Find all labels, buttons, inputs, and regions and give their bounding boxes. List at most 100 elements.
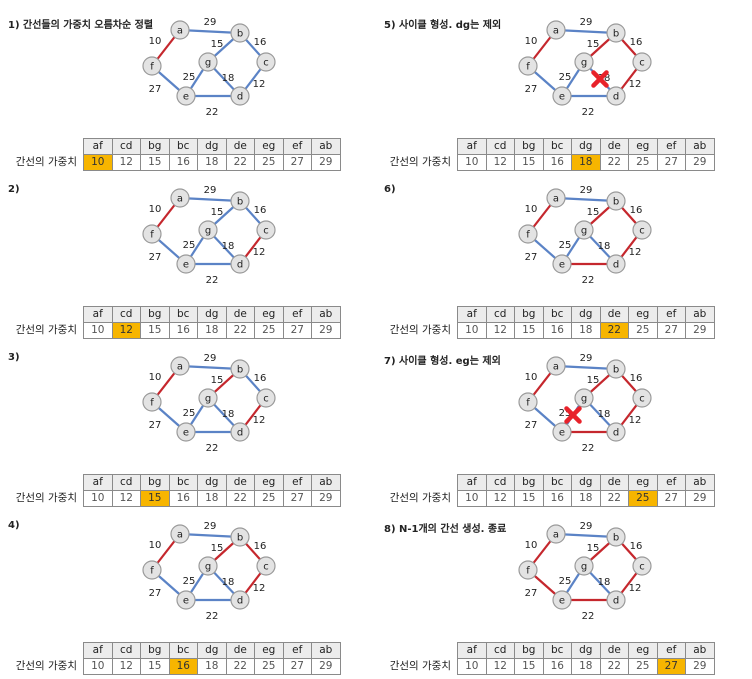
edge-header-ab: ab	[311, 642, 341, 659]
edge-weight-af: 10	[149, 204, 162, 215]
step-title: 6)	[384, 184, 396, 195]
weight-row-label: 간선의 가중치	[389, 660, 451, 672]
edge-header-bc: bc	[542, 306, 572, 323]
weight-cell-cd: 12	[485, 154, 515, 171]
node-circle	[518, 392, 538, 412]
node-circle	[606, 527, 626, 547]
node-a: a	[546, 20, 566, 40]
edge-header-bc: bc	[542, 138, 572, 155]
edge-weight-cd: 12	[253, 583, 266, 594]
weight-cell-de: 22	[599, 490, 629, 507]
weight-cell-af: 10	[457, 322, 487, 339]
node-circle	[574, 52, 594, 72]
node-circle	[518, 56, 538, 76]
edge-header-cd: cd	[485, 306, 515, 323]
edge-weight-de: 22	[582, 275, 595, 286]
node-circle	[142, 224, 162, 244]
step-title: 1) 간선들의 가중치 오름차순 정렬	[8, 20, 154, 31]
node-label: b	[613, 197, 619, 208]
graph-diagram: 29 10 15 16 12 18 25 27 22 a b c d e f g	[142, 17, 276, 118]
edge-weight-de: 22	[206, 107, 219, 118]
edge-header-cd: cd	[111, 306, 141, 323]
node-circle	[142, 56, 162, 76]
edge-weight-bg: 15	[211, 375, 224, 386]
weight-cell-bc: 16	[168, 154, 198, 171]
node-circle	[546, 356, 566, 376]
table-corner	[381, 475, 458, 491]
node-b: b	[606, 527, 626, 547]
node-label: e	[183, 260, 189, 271]
edge-weight-ef: 27	[525, 252, 538, 263]
edge-weight-ef: 27	[149, 420, 162, 431]
edge-weight-dg: 18	[598, 73, 611, 84]
excluded-cross-icon	[564, 406, 582, 424]
step-title: 2)	[8, 184, 20, 195]
node-label: d	[237, 260, 243, 271]
node-f: f	[518, 392, 538, 412]
edge-header-af: af	[83, 474, 113, 491]
table-corner	[7, 307, 84, 323]
node-circle	[574, 556, 594, 576]
weight-cell-ab: 29	[685, 322, 715, 339]
node-f: f	[142, 56, 162, 76]
edge-weight-dg: 18	[598, 409, 611, 420]
edge-weight-de: 22	[582, 107, 595, 118]
node-circle	[256, 388, 276, 408]
weight-cell-bg: 15	[514, 154, 544, 171]
edge-weight-ab: 29	[204, 17, 217, 28]
weight-cell-ab: 29	[685, 490, 715, 507]
node-a: a	[546, 524, 566, 544]
node-label: e	[559, 596, 565, 607]
edge-weight-bg: 15	[211, 39, 224, 50]
edge-weight-ab: 29	[580, 353, 593, 364]
step-panel-4: 4) 29 10 15 16 12 18 25 27 22 a b c d e f g af cd bg bc dg de e…	[0, 514, 376, 679]
node-label: c	[639, 226, 645, 237]
weight-row-label: 간선의 가중치	[15, 660, 77, 672]
node-label: a	[177, 26, 183, 37]
node-b: b	[230, 191, 250, 211]
edge-weight-af: 10	[149, 372, 162, 383]
edge-header-dg: dg	[197, 138, 227, 155]
step-title: 7) 사이클 형성. eg는 제외	[384, 356, 501, 367]
node-c: c	[256, 388, 276, 408]
weight-cell-ef: 27	[282, 658, 312, 675]
node-label: c	[263, 226, 269, 237]
weight-cell-de: 22	[225, 658, 255, 675]
edge-weight-bg: 15	[211, 207, 224, 218]
node-label: d	[613, 92, 619, 103]
graph-diagram: 29 10 15 16 12 18 25 27 22 a b c d e f g	[518, 185, 652, 286]
node-label: e	[559, 260, 565, 271]
node-label: c	[263, 394, 269, 405]
step-title: 8) N-1개의 간선 생성. 종료	[384, 524, 507, 535]
weight-row-label: 간선의 가중치	[389, 324, 451, 336]
node-circle	[230, 191, 250, 211]
weight-cell-bg: 15	[514, 322, 544, 339]
edge-weight-bg: 15	[587, 375, 600, 386]
node-circle	[142, 392, 162, 412]
node-g: g	[198, 220, 218, 240]
edge-header-ef: ef	[656, 642, 686, 659]
edge-weight-bg: 15	[587, 207, 600, 218]
node-label: b	[237, 533, 243, 544]
edge-weight-bc: 16	[630, 373, 643, 384]
edge-weight-table: af cd bg bc dg de eg ef ab 간선의 가중치 10 12 15 16 18 22 25 2…	[7, 306, 341, 339]
node-label: f	[526, 62, 530, 73]
node-label: d	[237, 596, 243, 607]
weight-cell-dg: 18	[571, 490, 601, 507]
node-b: b	[606, 359, 626, 379]
node-circle	[256, 52, 276, 72]
node-b: b	[606, 23, 626, 43]
edge-weight-cd: 12	[253, 415, 266, 426]
node-label: a	[177, 530, 183, 541]
edge-weight-eg: 25	[559, 240, 572, 251]
edge-weight-dg: 18	[222, 73, 235, 84]
node-label: g	[205, 58, 211, 69]
table-corner	[7, 139, 84, 155]
edge-weight-ab: 29	[580, 521, 593, 532]
edge-weight-af: 10	[525, 36, 538, 47]
edge-weight-de: 22	[582, 443, 595, 454]
edge-weight-af: 10	[525, 540, 538, 551]
node-label: c	[263, 58, 269, 69]
weight-cell-ef: 27	[282, 490, 312, 507]
edge-header-cd: cd	[485, 138, 515, 155]
